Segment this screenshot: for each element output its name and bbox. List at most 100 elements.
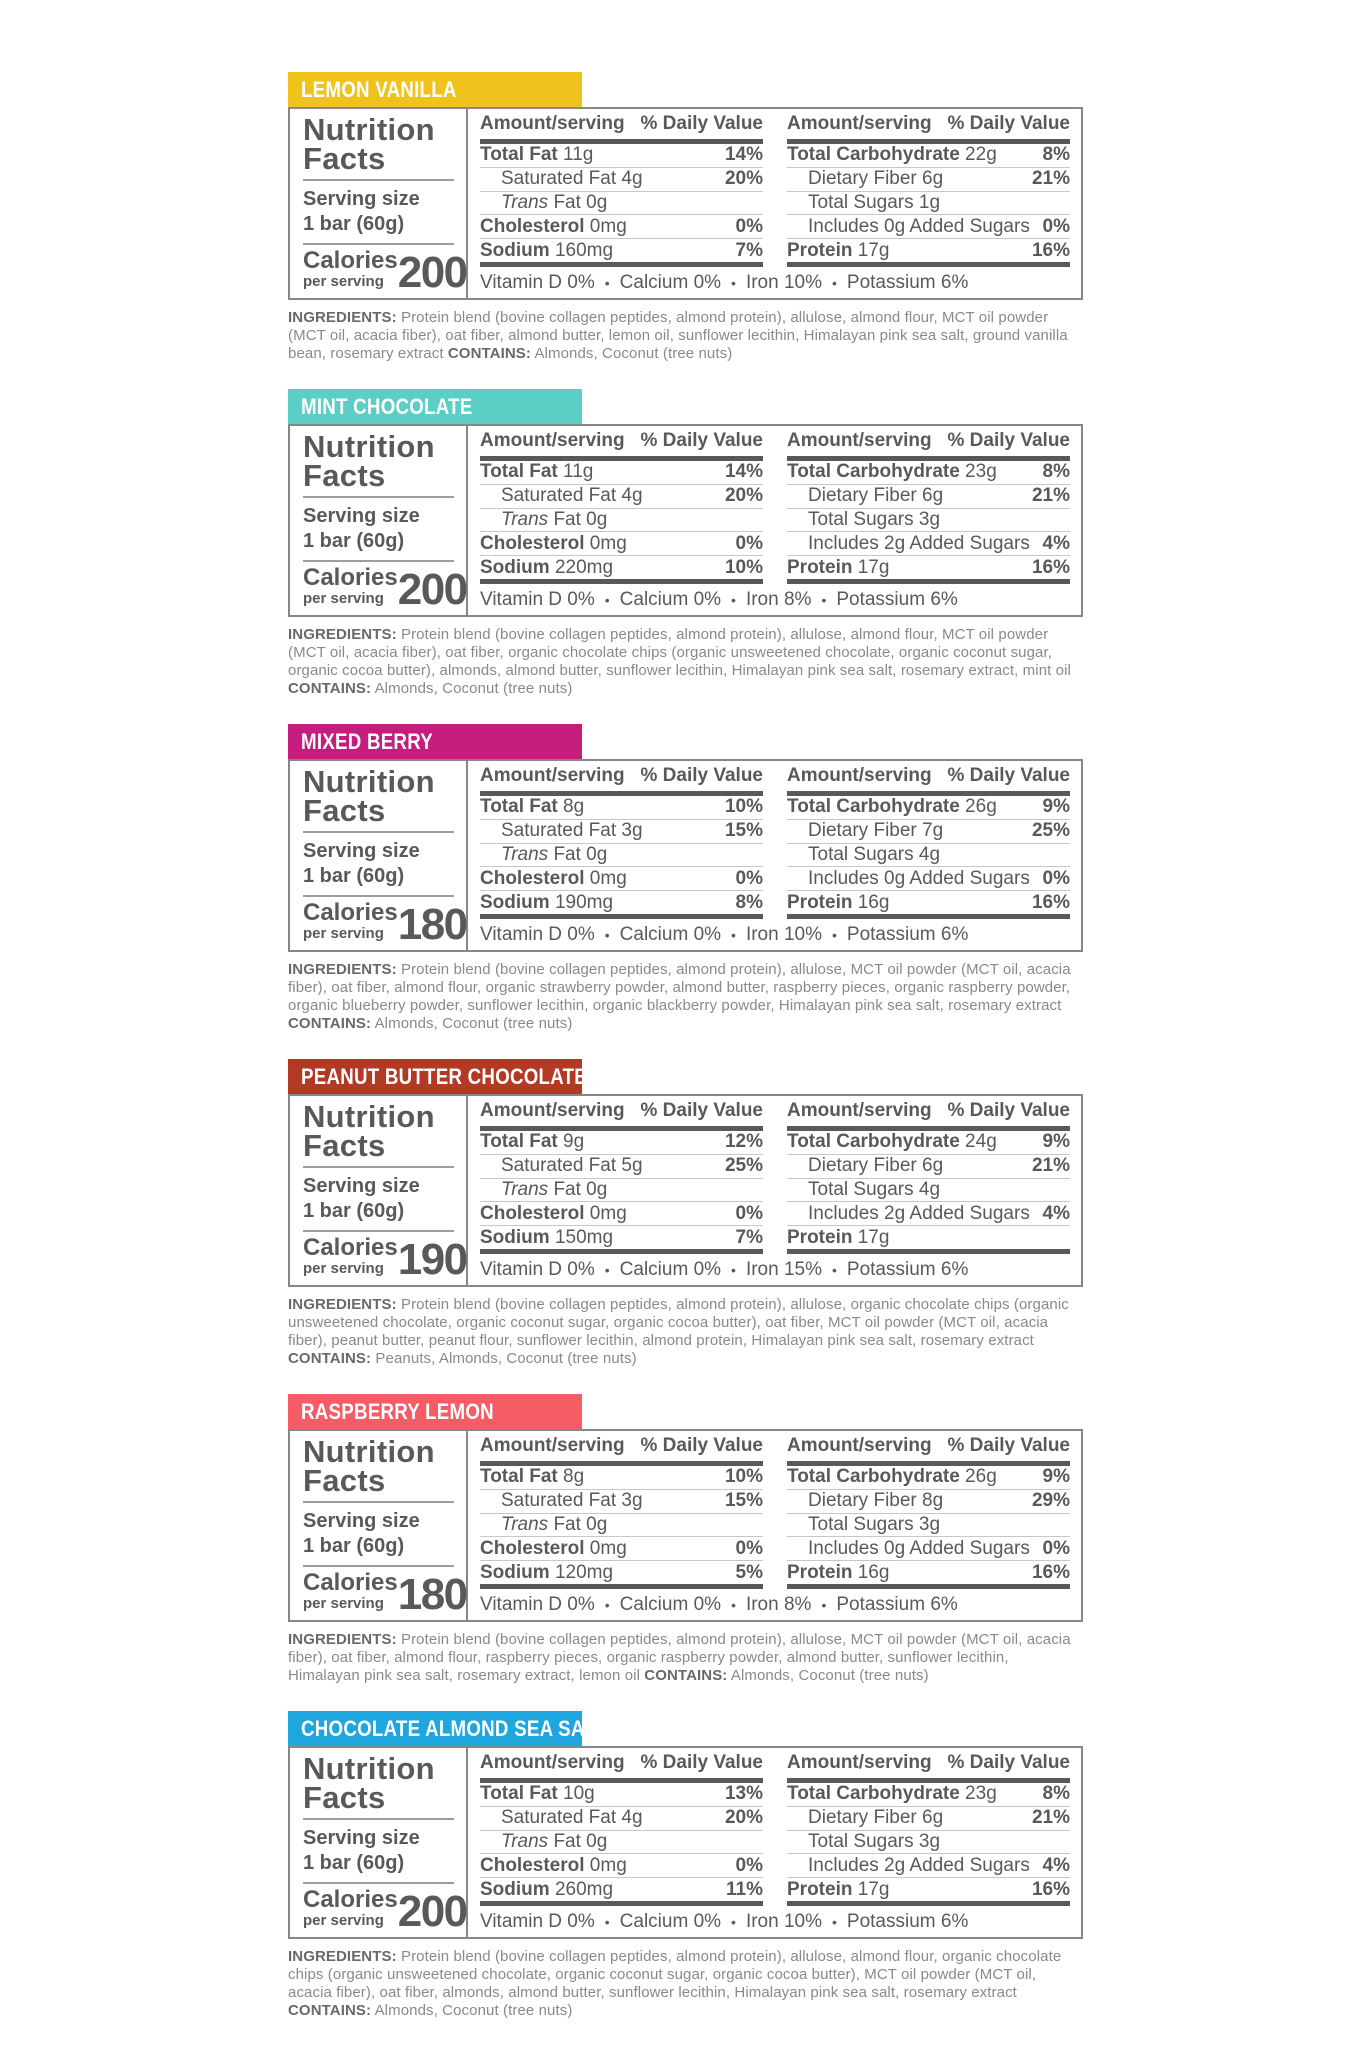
daily-value: 20% [724, 168, 763, 190]
vitamin-item: Vitamin D 0% [480, 923, 595, 945]
vitamin-item: Potassium 6% [836, 588, 958, 610]
panel-title-line2: Facts [303, 1779, 386, 1815]
nutrient-row: Includes 2g Added Sugars 4% [787, 1201, 1070, 1225]
nutrient-name-amount: Sodium 120mg [480, 1561, 614, 1583]
nutrient-name-amount: Saturated Fat 3g [501, 820, 643, 842]
nutrient-row: Cholesterol 0mg 0% [480, 1201, 763, 1225]
column-right: Amount/serving % Daily Value Total Carbohy… [787, 1748, 1070, 1906]
column-header: Amount/serving % Daily Value [787, 1096, 1070, 1126]
thick-bar [787, 791, 1070, 796]
calories: Calories per serving 180 [303, 1569, 468, 1617]
flavor-name: CHOCOLATE ALMOND SEA SALT [301, 1715, 607, 1741]
nutrient-name-amount: Sodium 190mg [480, 891, 614, 913]
thick-bar [787, 1900, 1070, 1906]
nutrient-name-amount: Dietary Fiber 6g [808, 168, 944, 190]
ingredients-label: INGREDIENTS: [288, 1948, 397, 1965]
panel-left-section: Nutrition Facts Serving size 1 bar (60g)… [290, 761, 468, 950]
calories-label: Calories [303, 1569, 398, 1597]
nutrient-row: Dietary Fiber 6g 21% [787, 1153, 1070, 1178]
contains-label: CONTAINS: [288, 2002, 372, 2019]
nutrient-name-amount: Cholesterol 0mg [480, 215, 627, 237]
nutrient-row: Protein 16g 16% [787, 1560, 1070, 1584]
nutrient-row: Includes 0g Added Sugars 0% [787, 1536, 1070, 1560]
daily-value: 12% [724, 1131, 763, 1153]
daily-value: 4% [1042, 1854, 1070, 1876]
vitamins-row: Vitamin D 0% • Calcium 0% • Iron 8% • Potassiu… [480, 1589, 1070, 1620]
panel-title-line2: Facts [303, 792, 386, 828]
nutrition-label: RASPBERRY LEMON Nutrition Facts Serving … [288, 1394, 1083, 1685]
nutrient-name-amount: Protein 16g [787, 891, 890, 913]
vitamin-item: Iron 10% [745, 271, 822, 293]
daily-value: 14% [724, 461, 763, 483]
nutrient-name-amount: Includes 2g Added Sugars [808, 532, 1030, 554]
daily-value-header: % Daily Value [947, 1752, 1070, 1773]
divider [303, 1818, 454, 1821]
nutrient-row: Sodium 120mg 5% [480, 1560, 763, 1584]
ingredients-text: Protein blend (bovine collagen peptides,… [288, 1296, 1069, 1349]
panel-title-line1: Nutrition [303, 1099, 435, 1134]
calories-value: 180 [397, 899, 468, 949]
nutrient-name-amount: Sodium 150mg [480, 1226, 614, 1248]
ingredients-label: INGREDIENTS: [288, 1631, 397, 1648]
panel-left-section: Nutrition Facts Serving size 1 bar (60g)… [290, 426, 468, 615]
calories-value: 200 [397, 564, 468, 614]
contains-text: Almonds, Coconut (tree nuts) [371, 2002, 573, 2019]
nutrient-name-amount: Trans Fat 0g [501, 191, 608, 213]
nutrient-row: Total Fat 10g 13% [480, 1783, 763, 1806]
nutrient-name-amount: Total Fat 8g [480, 796, 585, 818]
nutrient-row: Total Carbohydrate 23g 8% [787, 461, 1070, 484]
nutrition-label: MINT CHOCOLATE Nutrition Facts Serving s… [288, 389, 1083, 698]
flavor-name: MINT CHOCOLATE [301, 393, 473, 419]
nutrient-name-amount: Saturated Fat 4g [501, 485, 643, 507]
calories: Calories per serving 200 [303, 1886, 468, 1934]
panel-left-section: Nutrition Facts Serving size 1 bar (60g)… [290, 1096, 468, 1285]
daily-value-header: % Daily Value [640, 1435, 763, 1456]
column-left: Amount/serving % Daily Value Total Fat 9g 1… [480, 1096, 763, 1254]
calories-labels: Calories per serving [303, 249, 398, 290]
bullet-separator: • [821, 591, 827, 608]
daily-value: 0% [1042, 867, 1070, 889]
daily-value: 0% [1042, 1537, 1070, 1559]
thick-bar [480, 261, 763, 267]
daily-value: 0% [1042, 215, 1070, 237]
vitamins-row: Vitamin D 0% • Calcium 0% • Iron 10% • Potassi… [480, 1906, 1070, 1937]
flavor-name: RASPBERRY LEMON [301, 1398, 494, 1424]
ingredients: INGREDIENTS: Protein blend (bovine colla… [288, 961, 1083, 1033]
calories-value: 200 [397, 1886, 468, 1936]
serving-size-value: 1 bar (60g) [303, 1534, 405, 1557]
column-header: Amount/serving % Daily Value [787, 1748, 1070, 1778]
thick-bar [787, 456, 1070, 461]
panel-title-line2: Facts [303, 140, 386, 176]
nutrient-name-amount: Includes 0g Added Sugars [808, 1537, 1030, 1559]
nutrition-facts-panel: Nutrition Facts Serving size 1 bar (60g)… [288, 107, 1083, 300]
flavor-tab: PEANUT BUTTER CHOCOLATE [288, 1059, 587, 1094]
serving-size-value: 1 bar (60g) [303, 529, 405, 552]
nutrient-row: Saturated Fat 4g 20% [480, 483, 763, 508]
flavor-name: PEANUT BUTTER CHOCOLATE [301, 1063, 588, 1089]
nutrient-row: Saturated Fat 4g 20% [480, 1805, 763, 1830]
daily-value: 20% [724, 485, 763, 507]
calories-label: Calories [303, 1886, 398, 1914]
nutrient-row: Dietary Fiber 6g 21% [787, 166, 1070, 191]
daily-value: 15% [724, 820, 763, 842]
vitamin-item: Iron 15% [745, 1258, 822, 1280]
thick-bar [787, 578, 1070, 584]
column-header: Amount/serving % Daily Value [480, 109, 763, 139]
thick-bar [787, 913, 1070, 919]
nutrient-name-amount: Cholesterol 0mg [480, 1854, 627, 1876]
panel-title-line1: Nutrition [303, 429, 435, 464]
thick-bar [787, 1778, 1070, 1783]
daily-value: 25% [1031, 820, 1070, 842]
nutrient-row: Total Carbohydrate 26g 9% [787, 1466, 1070, 1489]
thick-bar [480, 1900, 763, 1906]
vitamins-row: Vitamin D 0% • Calcium 0% • Iron 10% • Potassi… [480, 919, 1070, 950]
nutrition-facts-panel: Nutrition Facts Serving size 1 bar (60g)… [288, 1429, 1083, 1622]
daily-value-header: % Daily Value [947, 113, 1070, 134]
nutrient-name-amount: Total Sugars 3g [808, 508, 941, 530]
amount-serving-header: Amount/serving [787, 765, 932, 786]
panel-title-line1: Nutrition [303, 764, 435, 799]
nutrient-name-amount: Dietary Fiber 6g [808, 1807, 944, 1829]
calories-labels: Calories per serving [303, 901, 398, 942]
ingredients: INGREDIENTS: Protein blend (bovine colla… [288, 1296, 1083, 1368]
divider [303, 1229, 454, 1232]
